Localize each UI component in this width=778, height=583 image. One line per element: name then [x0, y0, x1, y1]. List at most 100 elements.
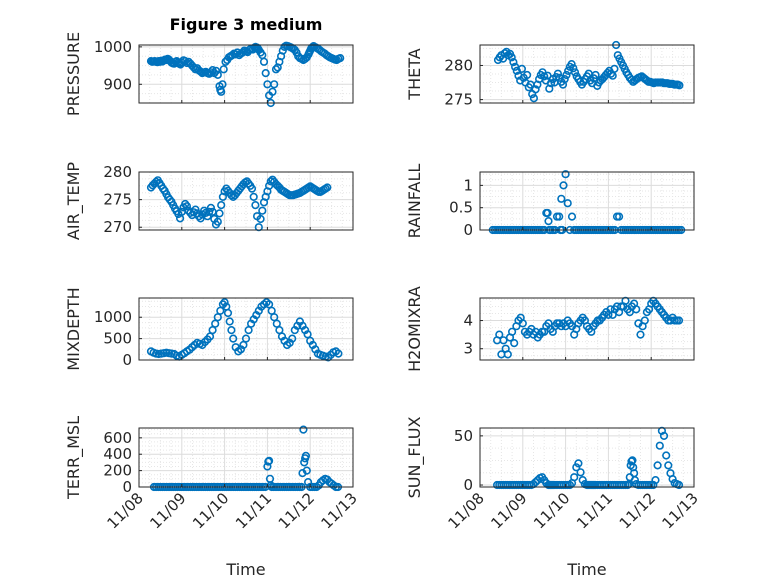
y-tick-label: 280: [444, 56, 473, 74]
y-tick-label: 275: [103, 191, 132, 209]
subplot-rainfall: 0 0.5 1 RAINFALL: [405, 164, 695, 239]
data-point: [213, 70, 222, 79]
data-point: [261, 68, 270, 78]
data-point: [560, 74, 569, 84]
subplot-sun_flux: 0 50 11/08 11/09 11/10 11/11 11/12 11/13 SUN_FLU…: [405, 417, 702, 579]
data-point: [674, 316, 684, 325]
data-point: [675, 81, 684, 90]
axes-box: [479, 297, 695, 361]
y-tick-label: 500: [103, 330, 132, 348]
data-point: [271, 65, 281, 74]
y-axis-label: TERR_MSL: [64, 416, 84, 500]
data-point: [217, 201, 226, 210]
x-tick-label: 11/10: [530, 489, 573, 532]
data-point: [627, 75, 636, 84]
subplot-pressure: 900 1000 PRESSURE: [64, 32, 354, 116]
data-point: [503, 350, 512, 359]
x-tick-label: 11/11: [232, 489, 275, 532]
data-point: [559, 181, 568, 190]
data-point: [256, 214, 265, 224]
data-point: [674, 480, 684, 490]
data-point: [229, 334, 238, 343]
data-point: [182, 202, 191, 211]
data-point: [211, 66, 221, 75]
figure-title: Figure 3 medium: [170, 15, 323, 34]
data-point: [507, 53, 516, 62]
subplot-theta: 275 280 THETA: [405, 40, 695, 109]
data-point: [218, 80, 227, 89]
axes-box: [138, 171, 354, 231]
data-point: [662, 451, 671, 460]
y-axis-label: RAINFALL: [405, 164, 424, 239]
data-point: [270, 313, 279, 322]
data-point: [227, 326, 236, 335]
data-point: [655, 441, 664, 450]
data-point: [196, 214, 205, 223]
y-tick-label: 50: [454, 427, 473, 445]
y-tick-label: 4: [463, 312, 473, 330]
axes-box: [138, 427, 354, 488]
data-point: [301, 451, 311, 461]
data-point: [509, 57, 518, 67]
data-point: [251, 201, 260, 210]
data-point: [303, 330, 312, 339]
x-tick-label: 11/10: [189, 489, 232, 532]
data-point: [203, 212, 212, 221]
y-axis-label: THETA: [405, 48, 424, 100]
subplot-air_temp: 270 275 280 AIR_TEMP: [64, 162, 354, 240]
data-point: [565, 480, 575, 490]
axes-box: [479, 427, 695, 488]
data-point: [518, 319, 527, 328]
data-point: [302, 466, 311, 475]
data-point: [499, 336, 508, 345]
y-axis-label: MIXDEPTH: [64, 287, 83, 370]
x-axis-label: Time: [566, 560, 606, 579]
axes-box: [138, 44, 354, 104]
data-point: [557, 194, 566, 203]
data-point: [334, 349, 343, 358]
data-point: [563, 199, 572, 208]
x-tick-label: 11/09: [487, 489, 530, 532]
data-point: [268, 87, 277, 96]
y-tick-label: 0: [463, 221, 473, 239]
series-markers: [146, 41, 345, 108]
data-point: [225, 317, 234, 326]
axes-box: [479, 44, 695, 104]
y-tick-label: 280: [103, 163, 132, 181]
data-point: [659, 431, 669, 441]
x-tick-label: 11/12: [616, 489, 659, 532]
data-point: [336, 53, 345, 63]
data-point: [591, 70, 600, 80]
data-point: [241, 334, 251, 343]
data-point: [216, 306, 225, 315]
data-point: [217, 87, 226, 96]
y-tick-label: 1000: [94, 38, 132, 56]
data-point: [258, 206, 267, 215]
y-tick-label: 0: [463, 476, 473, 494]
data-point: [265, 456, 274, 465]
data-point: [275, 326, 284, 335]
data-point: [567, 212, 577, 221]
data-point: [219, 65, 228, 74]
data-point: [653, 461, 662, 470]
data-point: [578, 476, 587, 485]
axes-box: [479, 171, 695, 231]
data-point: [576, 468, 585, 477]
data-point: [249, 192, 258, 201]
data-point: [270, 80, 279, 89]
subplot-h2omixra: 3 4 H2OMIXRA: [405, 286, 695, 372]
data-point: [561, 170, 570, 179]
data-point: [544, 217, 553, 226]
data-point: [531, 478, 540, 487]
data-point: [546, 79, 556, 88]
data-point: [529, 94, 539, 103]
data-point: [553, 69, 563, 78]
data-point: [569, 64, 578, 73]
axes-box: [138, 297, 354, 361]
y-tick-label: 200: [103, 462, 132, 480]
data-point: [531, 85, 540, 94]
data-point: [507, 327, 517, 336]
series-markers: [146, 298, 343, 362]
